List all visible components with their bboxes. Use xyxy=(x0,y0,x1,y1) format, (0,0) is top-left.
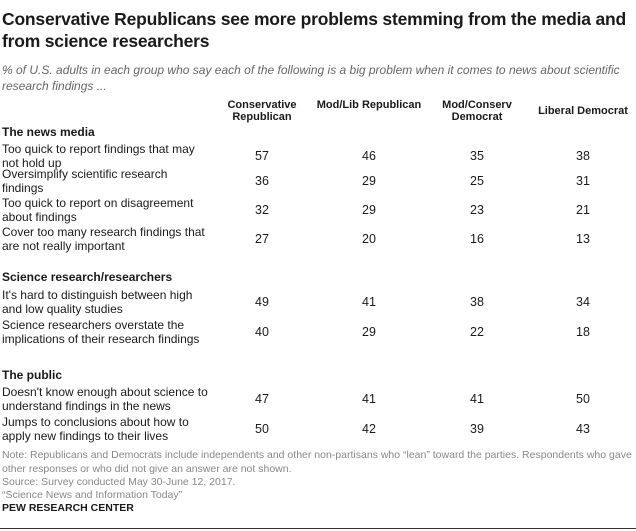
data-value: 42 xyxy=(362,422,376,436)
data-value: 25 xyxy=(470,174,484,188)
data-value: 50 xyxy=(255,422,269,436)
section-heading: Science research/researchers xyxy=(2,270,173,284)
row-label: Jumps to conclusions about how to apply … xyxy=(2,415,189,443)
row-label: Too quick to report on disagreement abou… xyxy=(2,196,194,224)
data-value: 21 xyxy=(576,203,590,217)
data-value: 50 xyxy=(576,392,590,406)
data-value: 27 xyxy=(255,232,269,246)
data-value: 22 xyxy=(470,325,484,339)
data-value: 23 xyxy=(470,203,484,217)
data-value: 20 xyxy=(362,232,376,246)
data-value: 41 xyxy=(470,392,484,406)
data-value: 38 xyxy=(576,149,590,163)
data-value: 13 xyxy=(576,232,590,246)
data-value: 32 xyxy=(255,203,269,217)
data-value: 39 xyxy=(470,422,484,436)
row-label: Cover too many research findings that ar… xyxy=(2,225,205,253)
column-header: Liberal Democrat xyxy=(538,105,628,117)
note-text: Note: Republicans and Democrats include … xyxy=(2,449,632,475)
column-header: Mod/Lib Republican xyxy=(316,99,422,111)
data-value: 29 xyxy=(362,325,376,339)
data-value: 41 xyxy=(362,295,376,309)
data-value: 41 xyxy=(362,392,376,406)
table-row: Doesn't know enough about science to und… xyxy=(0,383,636,415)
row-label: Too quick to report findings that may no… xyxy=(2,142,195,170)
data-value: 29 xyxy=(362,174,376,188)
data-value: 38 xyxy=(470,295,484,309)
data-value: 29 xyxy=(362,203,376,217)
data-value: 36 xyxy=(255,174,269,188)
column-header: Mod/Conserv Democrat xyxy=(442,99,512,123)
row-label: Science researchers overstate the implic… xyxy=(2,318,200,346)
table-row: It's hard to distinguish between high an… xyxy=(0,286,636,318)
data-value: 16 xyxy=(470,232,484,246)
data-value: 57 xyxy=(255,149,269,163)
data-value: 47 xyxy=(255,392,269,406)
data-value: 35 xyxy=(470,149,484,163)
table-row: Jumps to conclusions about how to apply … xyxy=(0,413,636,445)
report-title: “Science News and Information Today” xyxy=(2,489,183,501)
bottom-divider xyxy=(0,528,636,529)
chart-title: Conservative Republicans see more proble… xyxy=(2,9,626,51)
row-label: Oversimplify scientific research finding… xyxy=(2,167,168,195)
section-heading: The news media xyxy=(2,125,95,139)
section-heading: The public xyxy=(2,368,62,382)
data-value: 31 xyxy=(576,174,590,188)
data-value: 43 xyxy=(576,422,590,436)
row-label: It's hard to distinguish between high an… xyxy=(2,288,193,316)
table-row: Oversimplify scientific research finding… xyxy=(0,167,636,195)
table-row: Too quick to report findings that may no… xyxy=(0,140,636,172)
data-value: 40 xyxy=(255,325,269,339)
data-value: 18 xyxy=(576,325,590,339)
footer-credit: PEW RESEARCH CENTER xyxy=(2,502,134,514)
data-value: 34 xyxy=(576,295,590,309)
data-value: 49 xyxy=(255,295,269,309)
chart-subtitle: % of U.S. adults in each group who say e… xyxy=(2,63,620,93)
column-header: Conservative Republican xyxy=(227,99,297,123)
source-text: Source: Survey conducted May 30-June 12,… xyxy=(2,476,236,488)
table-row: Too quick to report on disagreement abou… xyxy=(0,194,636,226)
data-value: 46 xyxy=(362,149,376,163)
table-row: Cover too many research findings that ar… xyxy=(0,223,636,255)
table-row: Science researchers overstate the implic… xyxy=(0,316,636,348)
row-label: Doesn't know enough about science to und… xyxy=(2,385,208,413)
